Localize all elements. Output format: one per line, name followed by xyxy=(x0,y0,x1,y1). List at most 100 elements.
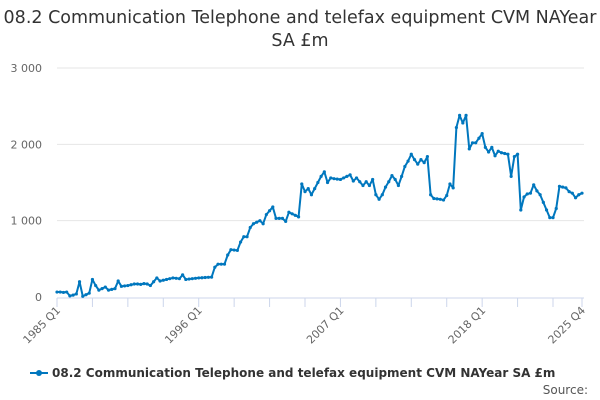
data-point xyxy=(412,158,417,162)
data-point xyxy=(222,262,227,266)
data-point xyxy=(419,158,423,162)
data-point xyxy=(548,216,552,220)
data-point xyxy=(132,282,136,286)
data-point xyxy=(171,276,175,280)
data-point xyxy=(470,141,475,145)
x-tick-label: 2025 Q4 xyxy=(546,304,589,347)
data-point xyxy=(55,290,59,294)
data-point xyxy=(499,151,504,155)
data-point xyxy=(219,262,223,266)
data-point xyxy=(519,208,523,212)
data-point xyxy=(474,141,478,145)
data-point xyxy=(496,149,500,153)
series-line xyxy=(57,114,583,298)
data-point xyxy=(177,277,181,281)
data-point xyxy=(274,216,278,220)
data-point xyxy=(364,180,368,184)
data-point xyxy=(580,191,584,195)
data-point xyxy=(573,196,578,200)
data-point xyxy=(380,193,384,197)
data-point xyxy=(90,277,95,282)
data-point xyxy=(577,193,581,197)
data-point xyxy=(267,209,272,213)
data-point xyxy=(557,184,562,188)
data-point xyxy=(97,288,101,292)
data-point xyxy=(541,200,545,204)
data-point xyxy=(329,176,333,180)
data-point xyxy=(226,253,230,257)
data-point xyxy=(422,161,426,165)
data-point xyxy=(61,290,66,295)
data-point xyxy=(106,288,111,292)
data-point xyxy=(535,189,539,193)
x-tick-label: 2007 Q1 xyxy=(304,304,347,347)
data-point xyxy=(400,174,404,178)
data-point xyxy=(448,182,452,186)
data-point xyxy=(248,225,252,230)
data-point xyxy=(454,125,458,130)
data-point xyxy=(229,248,233,252)
data-point xyxy=(119,284,124,288)
data-point xyxy=(158,279,162,283)
data-point xyxy=(200,276,204,280)
data-point xyxy=(206,275,210,279)
data-point xyxy=(203,275,207,280)
data-point xyxy=(461,121,465,125)
data-point xyxy=(564,186,568,190)
data-point xyxy=(387,180,391,184)
data-point xyxy=(284,219,288,224)
data-point xyxy=(129,283,133,287)
data-point xyxy=(152,280,156,284)
data-point xyxy=(94,283,98,288)
data-point xyxy=(316,180,320,185)
data-point xyxy=(168,277,172,281)
data-point xyxy=(325,180,330,185)
data-point xyxy=(361,183,365,188)
data-point xyxy=(300,182,304,186)
data-point xyxy=(371,177,375,182)
legend-item[interactable]: 08.2 Communication Telephone and telefax… xyxy=(30,366,555,380)
data-point xyxy=(293,213,297,217)
data-point xyxy=(303,190,307,194)
data-point xyxy=(464,113,468,117)
data-point xyxy=(538,193,542,197)
data-point xyxy=(351,179,355,183)
data-point xyxy=(354,176,359,180)
data-point xyxy=(377,197,381,201)
data-point xyxy=(84,293,88,297)
data-point xyxy=(319,174,323,178)
data-point xyxy=(155,276,159,280)
data-point xyxy=(383,185,388,189)
data-point xyxy=(290,212,294,216)
x-tick-label: 2018 Q1 xyxy=(446,304,489,347)
data-point xyxy=(335,177,339,181)
y-tick-label: 2 000 xyxy=(11,138,43,151)
data-point xyxy=(197,276,201,280)
y-tick-label: 1 000 xyxy=(11,215,43,228)
data-point xyxy=(345,174,349,178)
data-point xyxy=(477,136,481,140)
data-point xyxy=(480,132,484,136)
data-point xyxy=(251,222,256,226)
data-point xyxy=(429,193,433,197)
data-point xyxy=(287,210,291,214)
data-point xyxy=(306,187,310,191)
data-point xyxy=(296,215,301,219)
data-point xyxy=(110,287,114,291)
data-point xyxy=(135,282,140,286)
data-point xyxy=(409,152,413,156)
data-point xyxy=(58,290,62,294)
data-point xyxy=(451,186,455,190)
data-point xyxy=(493,154,497,158)
data-point xyxy=(509,174,513,178)
data-point xyxy=(87,291,91,295)
data-point xyxy=(522,195,526,199)
data-point xyxy=(103,285,107,289)
data-point xyxy=(438,197,442,201)
data-point xyxy=(483,145,487,149)
data-point xyxy=(532,183,536,187)
source-label: Source: xyxy=(542,383,588,397)
data-point xyxy=(416,162,420,166)
data-point xyxy=(348,173,352,177)
data-point xyxy=(68,294,72,298)
